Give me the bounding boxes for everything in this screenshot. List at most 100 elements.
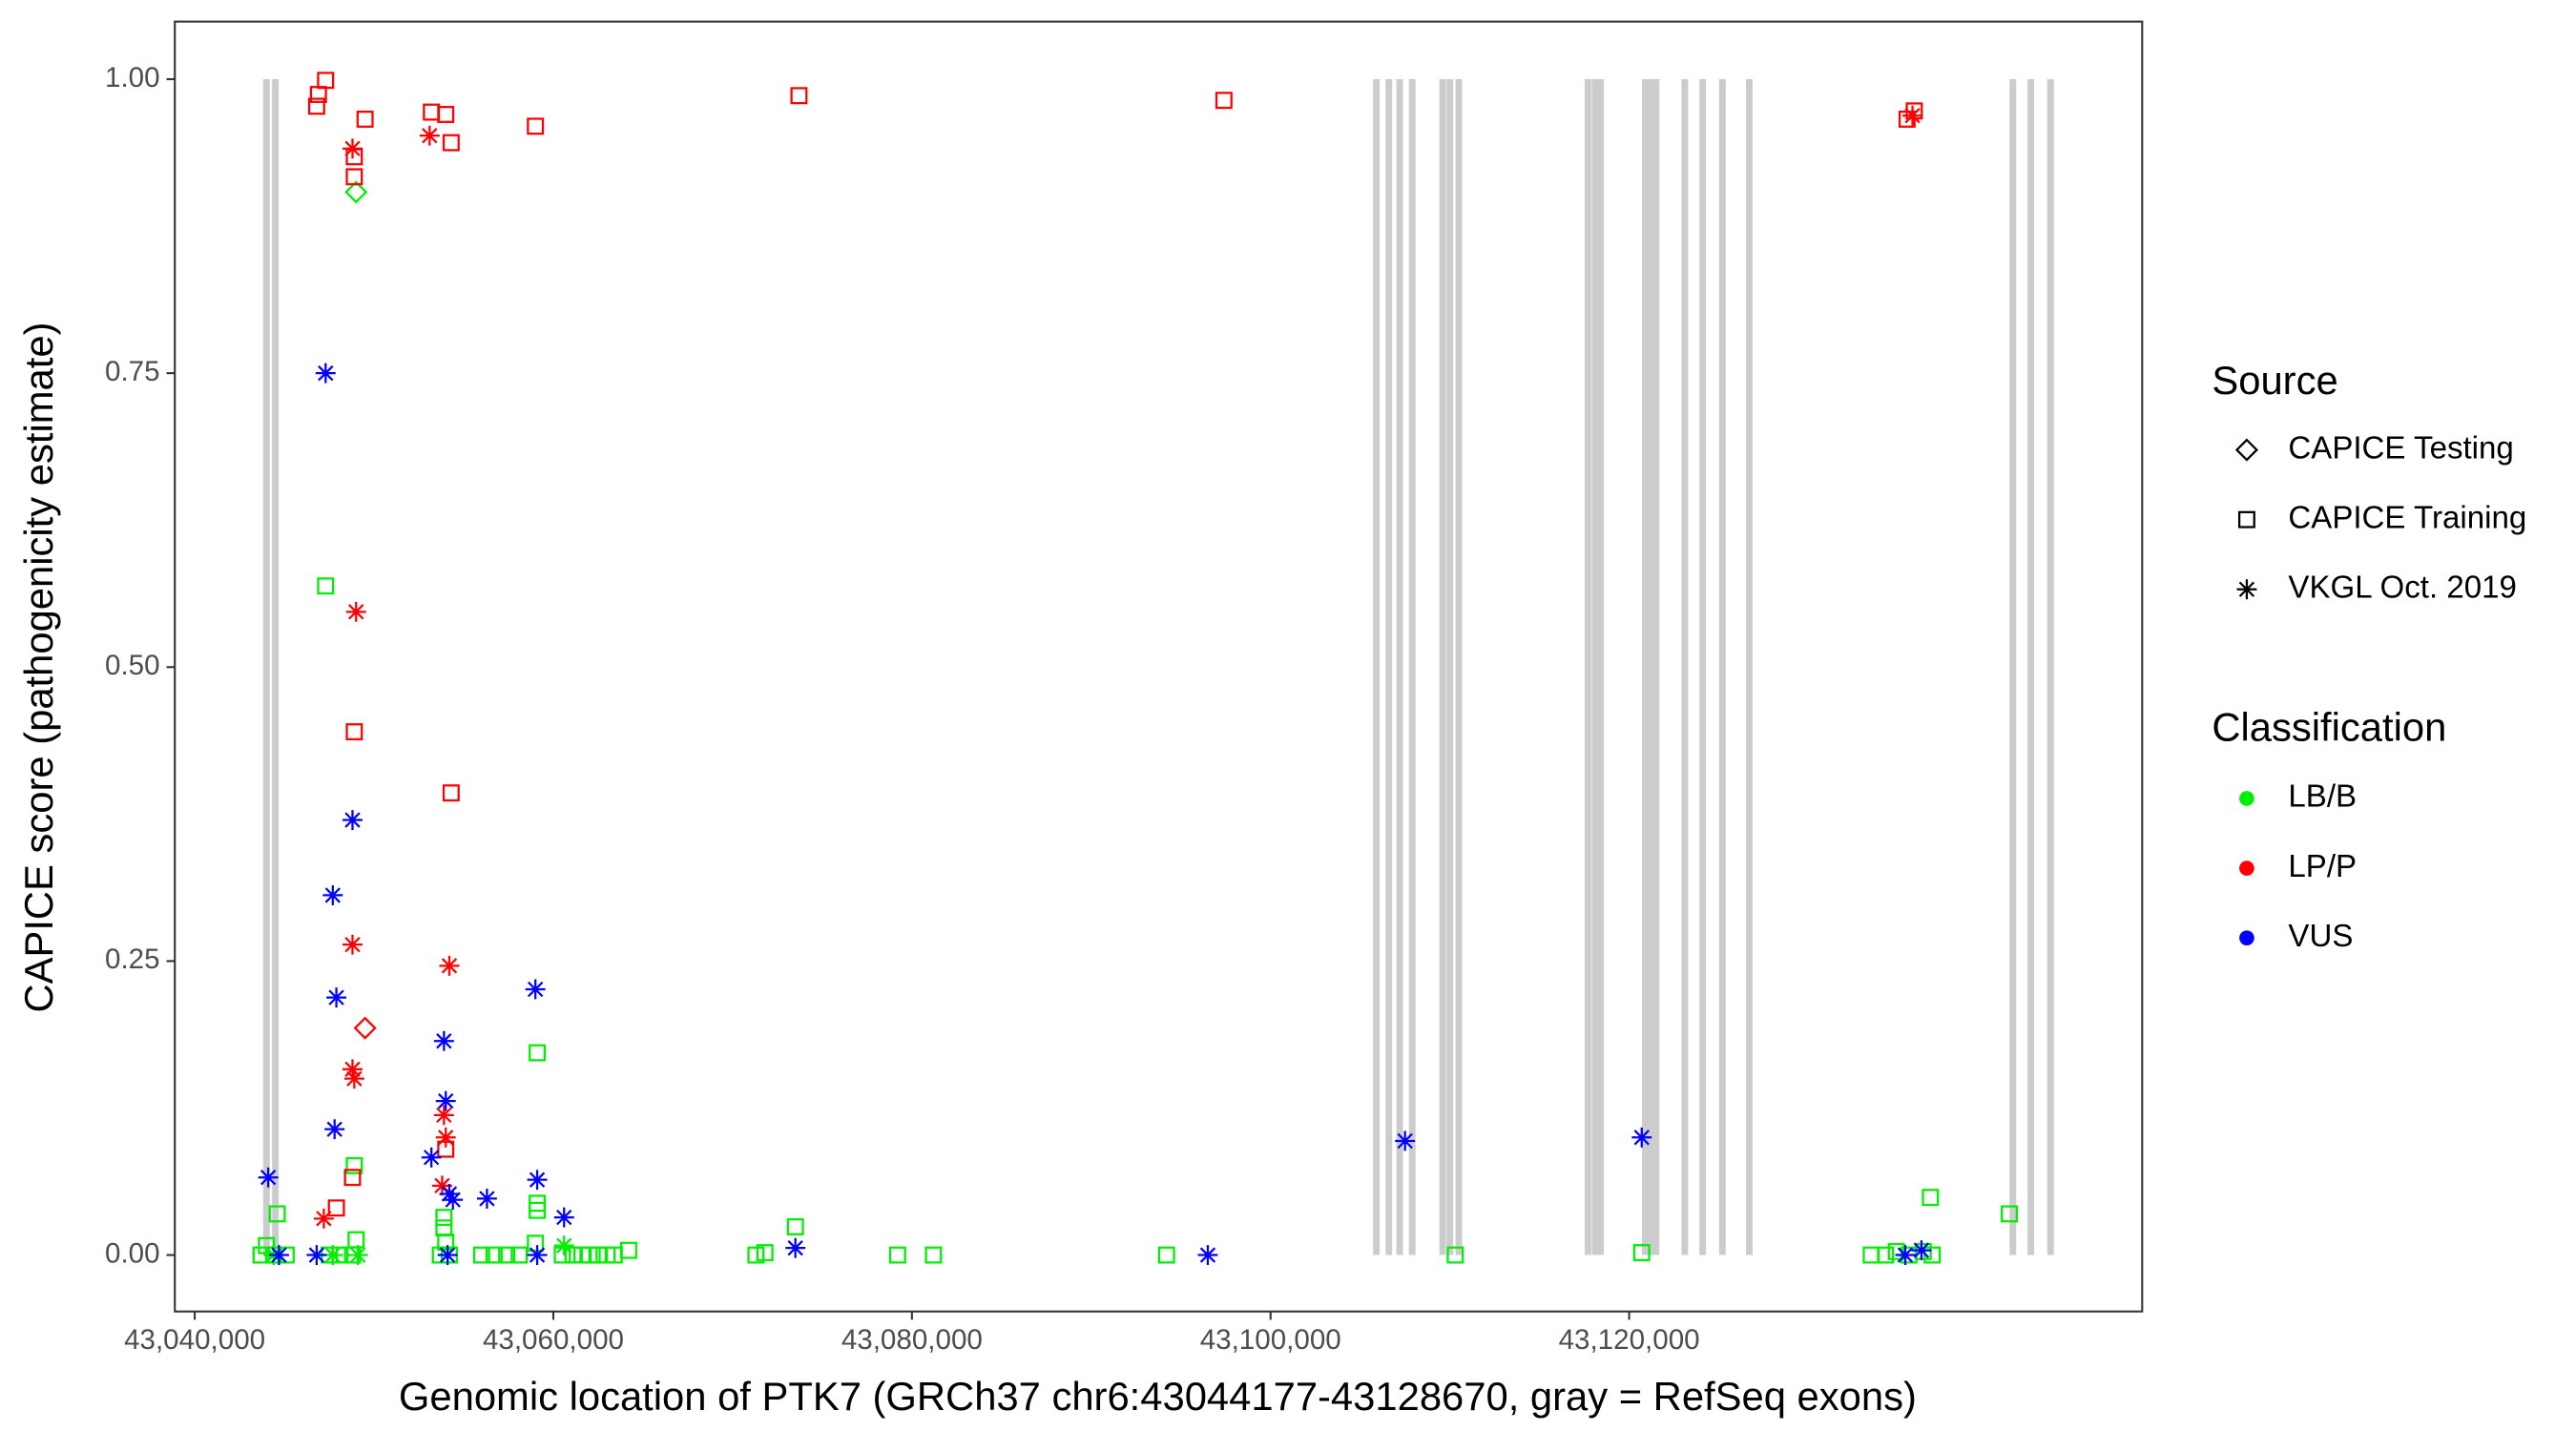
point bbox=[527, 1245, 548, 1265]
legend-title: Classification bbox=[2212, 705, 2446, 750]
point bbox=[1902, 105, 1922, 126]
point bbox=[437, 1245, 458, 1265]
point bbox=[345, 601, 366, 622]
point bbox=[2001, 1205, 2018, 1223]
point bbox=[529, 1044, 547, 1062]
legend-label: LB/B bbox=[2288, 779, 2357, 815]
point bbox=[353, 1016, 377, 1040]
legend-key bbox=[2239, 861, 2254, 876]
point bbox=[756, 1244, 774, 1262]
point bbox=[347, 1245, 368, 1265]
point bbox=[317, 72, 335, 90]
point bbox=[343, 934, 363, 955]
legend-key bbox=[2236, 579, 2257, 600]
point bbox=[580, 1246, 598, 1264]
x-tick-label: 43,100,000 bbox=[1200, 1324, 1341, 1356]
point bbox=[747, 1246, 765, 1264]
point bbox=[1215, 92, 1233, 110]
point bbox=[510, 1246, 529, 1264]
y-tick-label: 0.25 bbox=[105, 944, 160, 975]
legend-label: CAPICE Training bbox=[2288, 500, 2526, 535]
axes: 0.00 0.25 0.50 0.75 1.00 43,040,000 43,060,000… bbox=[105, 62, 1700, 1356]
point bbox=[564, 1246, 582, 1264]
point bbox=[785, 1237, 806, 1258]
y-tick-label: 1.00 bbox=[105, 62, 160, 93]
point bbox=[306, 1245, 327, 1265]
point bbox=[268, 1245, 289, 1265]
point bbox=[1895, 1245, 1916, 1265]
x-tick-label: 43,120,000 bbox=[1559, 1324, 1700, 1356]
point bbox=[443, 1190, 464, 1211]
point bbox=[344, 180, 368, 204]
point bbox=[1877, 1246, 1895, 1264]
point bbox=[786, 1218, 804, 1235]
point bbox=[1446, 1246, 1465, 1264]
point bbox=[1157, 1246, 1175, 1264]
point bbox=[1197, 1245, 1218, 1265]
point bbox=[1632, 1244, 1651, 1262]
point bbox=[435, 1127, 456, 1148]
point bbox=[421, 1147, 442, 1168]
point bbox=[619, 1241, 637, 1259]
legend-label: VKGL Oct. 2019 bbox=[2288, 570, 2516, 605]
point bbox=[442, 784, 460, 802]
point bbox=[419, 125, 440, 146]
point bbox=[442, 134, 460, 152]
point bbox=[317, 577, 335, 595]
point bbox=[1887, 1242, 1905, 1260]
plot-background bbox=[175, 21, 2143, 1312]
y-tick-label: 0.50 bbox=[105, 650, 160, 681]
point bbox=[1395, 1130, 1416, 1151]
legend-label: CAPICE Testing bbox=[2288, 430, 2513, 466]
y-axis-title: CAPICE score (pathogenicity estimate) bbox=[16, 322, 61, 1013]
point bbox=[343, 1169, 362, 1187]
point bbox=[326, 987, 347, 1008]
point bbox=[435, 1209, 453, 1227]
point bbox=[345, 1156, 364, 1174]
point bbox=[527, 117, 545, 135]
point bbox=[498, 1246, 516, 1264]
point bbox=[888, 1246, 906, 1264]
point bbox=[485, 1246, 503, 1264]
legend-label: LP/P bbox=[2288, 849, 2357, 884]
point bbox=[343, 1059, 363, 1080]
legend-key bbox=[2234, 438, 2258, 462]
x-tick-label: 43,040,000 bbox=[124, 1324, 265, 1356]
point bbox=[356, 110, 374, 128]
point bbox=[345, 168, 364, 186]
legend-key bbox=[2239, 791, 2254, 806]
point bbox=[327, 1199, 345, 1217]
point bbox=[437, 1234, 455, 1251]
x-tick-label: 43,060,000 bbox=[483, 1324, 624, 1356]
point bbox=[343, 138, 363, 159]
x-axis-title: Genomic location of PTK7 (GRCh37 chr6:43… bbox=[399, 1374, 1917, 1419]
point bbox=[432, 1175, 452, 1196]
point bbox=[790, 87, 808, 105]
legend-title: Source bbox=[2212, 358, 2337, 403]
point bbox=[476, 1188, 497, 1209]
point bbox=[313, 1208, 334, 1229]
point bbox=[924, 1246, 943, 1264]
point bbox=[439, 955, 460, 976]
exon-layer bbox=[262, 79, 2054, 1255]
point bbox=[322, 884, 343, 905]
point bbox=[1631, 1127, 1652, 1148]
y-tick-label: 0.00 bbox=[105, 1237, 160, 1269]
point bbox=[589, 1246, 607, 1264]
point bbox=[437, 106, 455, 123]
point bbox=[433, 1105, 454, 1126]
point bbox=[324, 1119, 345, 1140]
point bbox=[1914, 1242, 1932, 1260]
point bbox=[529, 1201, 547, 1219]
point bbox=[472, 1246, 490, 1264]
point bbox=[553, 1235, 574, 1256]
point bbox=[268, 1205, 286, 1223]
point bbox=[1922, 1189, 1940, 1207]
point bbox=[343, 1068, 364, 1089]
point bbox=[258, 1167, 279, 1188]
point bbox=[527, 1170, 548, 1191]
legend-key bbox=[2237, 510, 2255, 529]
point bbox=[433, 1030, 454, 1051]
point bbox=[553, 1207, 574, 1228]
